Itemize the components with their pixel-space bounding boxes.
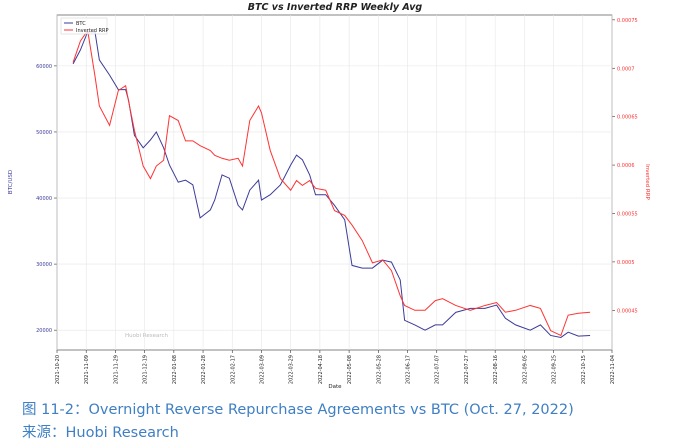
series-line bbox=[72, 31, 591, 338]
x-tick-label: 2022-02-17 bbox=[230, 355, 236, 384]
x-tick-label: 2022-05-08 bbox=[347, 355, 353, 384]
plot-area bbox=[56, 14, 613, 351]
x-tick-label: 2022-06-17 bbox=[406, 355, 412, 384]
x-tick-label: 2021-11-29 bbox=[113, 355, 119, 384]
x-tick-label: 2021-10-20 bbox=[55, 355, 61, 384]
y-tick-label: 40000 bbox=[36, 196, 52, 202]
y-axis-label: BTC/USD bbox=[8, 170, 14, 194]
legend-label: BTC bbox=[76, 21, 86, 27]
x-tick-label: 2022-05-28 bbox=[376, 355, 382, 384]
y2-axis-label: Inverted RRP bbox=[644, 164, 650, 200]
x-tick-label: 2021-12-19 bbox=[143, 355, 149, 384]
source-caption: 来源：Huobi Research bbox=[22, 425, 179, 441]
y-tick-label: 20000 bbox=[36, 328, 52, 334]
x-tick-label: 2022-01-08 bbox=[172, 355, 178, 384]
y2-tick-label: 0.0005 bbox=[617, 260, 635, 266]
x-tick-label: 2022-07-27 bbox=[464, 355, 470, 384]
y-tick-label: 60000 bbox=[36, 64, 52, 70]
x-tick-label: 2021-11-09 bbox=[84, 355, 90, 384]
x-tick-label: 2022-07-07 bbox=[435, 355, 441, 384]
x-tick-label: 2022-11-04 bbox=[610, 355, 616, 384]
chart: BTC vs Inverted RRP Weekly Avg Date BTC/… bbox=[8, 2, 650, 390]
y2-tick-label: 0.00075 bbox=[617, 18, 638, 24]
figure-caption: 图 11-2：Overnight Reverse Repurchase Agre… bbox=[22, 402, 574, 418]
x-tick-label: 2022-04-18 bbox=[318, 355, 324, 384]
x-tick-label: 2022-10-15 bbox=[581, 355, 587, 384]
x-tick-label: 2022-09-25 bbox=[552, 355, 558, 384]
series-line bbox=[72, 29, 591, 337]
legend-label: Inverted RRP bbox=[76, 28, 109, 34]
watermark: Huobi Research bbox=[125, 333, 168, 339]
x-tick-label: 2022-08-16 bbox=[493, 355, 499, 384]
x-axis-label: Date bbox=[328, 384, 342, 390]
x-tick-label: 2022-01-28 bbox=[201, 355, 207, 384]
y2-tick-label: 0.00055 bbox=[617, 211, 638, 217]
x-tick-label: 2022-09-05 bbox=[522, 355, 528, 384]
y-tick-label: 30000 bbox=[36, 262, 52, 268]
y2-tick-label: 0.00065 bbox=[617, 115, 638, 121]
x-tick-label: 2022-03-09 bbox=[259, 355, 265, 384]
x-tick-label: 2022-03-29 bbox=[289, 355, 295, 384]
y-tick-label: 50000 bbox=[36, 130, 52, 136]
chart-title: BTC vs Inverted RRP Weekly Avg bbox=[248, 2, 423, 13]
y2-tick-label: 0.00045 bbox=[617, 308, 638, 314]
y2-tick-label: 0.0006 bbox=[617, 163, 635, 169]
y2-tick-label: 0.0007 bbox=[617, 66, 635, 72]
